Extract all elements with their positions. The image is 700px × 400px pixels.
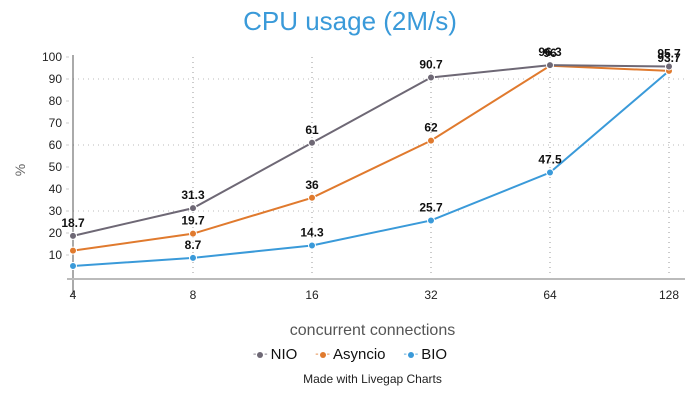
legend-marker-icon: -- <box>403 349 419 360</box>
data-label: 14.3 <box>300 226 324 240</box>
y-tick-label: 30 <box>49 204 63 218</box>
x-tick-label: 8 <box>190 288 197 302</box>
legend: -- NIO -- Asyncio -- BIO <box>0 346 700 363</box>
legend-item-asyncio[interactable]: -- Asyncio <box>315 346 385 363</box>
data-label: 19.7 <box>181 214 205 228</box>
data-labels: 18.7 31.3 61 90.7 96.3 95.7 19.7 36 62 96 93.7 8.7 1… <box>61 45 681 252</box>
x-tick-label: 64 <box>543 288 557 302</box>
series-line-bio <box>72 70 670 267</box>
x-tick-label: 4 <box>70 288 77 302</box>
data-point[interactable] <box>69 246 77 255</box>
data-point[interactable] <box>308 193 316 202</box>
legend-marker-icon: -- <box>315 349 330 360</box>
data-point[interactable] <box>189 204 197 213</box>
data-point[interactable] <box>427 136 435 145</box>
data-label: 90.7 <box>419 57 443 71</box>
y-tick-label: 10 <box>49 248 63 262</box>
y-tick-label: 40 <box>49 182 63 196</box>
y-tick-label: 100 <box>42 50 62 64</box>
series-line-nio <box>72 64 670 237</box>
legend-marker-icon: -- <box>252 349 268 360</box>
data-point[interactable] <box>308 241 316 250</box>
data-point[interactable] <box>69 262 77 270</box>
chart-title: CPU usage (2M/s) <box>243 6 457 36</box>
legend-item-nio[interactable]: -- NIO <box>253 346 297 363</box>
y-tick-label: 80 <box>49 94 63 108</box>
data-point[interactable] <box>665 62 673 71</box>
data-label: 36 <box>305 178 319 192</box>
legend-label: Asyncio <box>332 346 386 363</box>
gridlines <box>73 57 685 277</box>
legend-item-bio[interactable]: -- BIO <box>404 346 448 363</box>
data-label: 25.7 <box>419 200 443 214</box>
axes: 10 20 30 40 50 60 70 80 90 100 4 8 16 32 64 128 <box>42 50 685 302</box>
x-tick-label: 16 <box>305 288 319 302</box>
series-line-asyncio <box>72 64 670 252</box>
legend-label: NIO <box>270 346 298 363</box>
data-point[interactable] <box>427 73 435 82</box>
data-point[interactable] <box>189 229 197 238</box>
data-label: 95.7 <box>657 46 681 60</box>
data-point[interactable] <box>546 168 554 177</box>
x-tick-label: 128 <box>659 288 679 302</box>
data-point[interactable] <box>427 216 435 225</box>
data-label: 47.5 <box>538 153 562 167</box>
series-lines <box>69 61 673 270</box>
y-tick-label: 90 <box>49 72 63 86</box>
data-label: 8.7 <box>185 238 202 252</box>
data-label: 62 <box>424 121 438 135</box>
data-point[interactable] <box>546 61 554 70</box>
data-label: 96.3 <box>538 45 562 59</box>
data-label: 31.3 <box>181 188 205 202</box>
y-tick-label: 70 <box>49 116 63 130</box>
data-label: 61 <box>305 123 319 137</box>
x-axis-label: concurrent connections <box>289 322 456 339</box>
legend-label: BIO <box>421 346 448 363</box>
y-tick-label: 60 <box>49 138 63 152</box>
data-point[interactable] <box>308 138 316 147</box>
data-label: 93.7 <box>657 51 681 65</box>
credit-text: Made with Livegap Charts <box>303 372 442 386</box>
data-point[interactable] <box>69 231 77 240</box>
data-label: 96 <box>543 46 557 60</box>
data-label: 18.7 <box>61 216 85 230</box>
y-tick-label: 20 <box>49 226 63 240</box>
data-point[interactable] <box>189 253 197 262</box>
x-tick-label: 32 <box>424 288 438 302</box>
y-tick-label: 50 <box>49 160 63 174</box>
